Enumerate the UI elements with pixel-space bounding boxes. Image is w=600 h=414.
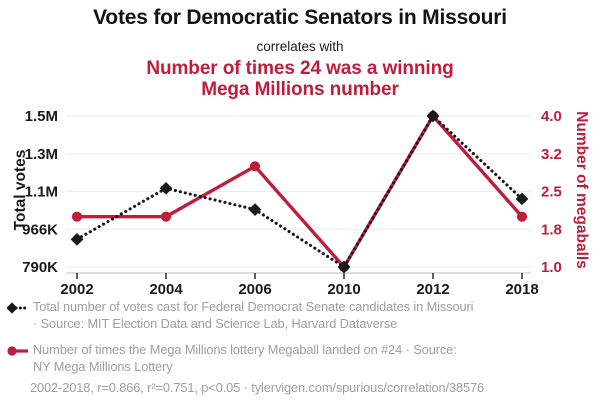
y-tick-label-left: 790K [22, 259, 58, 276]
line-chart-plot: 1.5M 4.0 1.3M 3.2 1.1M 2.5 966K 1.8 790K 1.0 2002 2… [22, 108, 562, 298]
votes-data-point [159, 181, 173, 195]
votes-series-line [75, 114, 524, 269]
x-tick-label: 2006 [238, 281, 271, 298]
megaballs-series-line [77, 114, 524, 269]
x-tick-label: 2018 [505, 281, 538, 298]
megaballs-data-point [71, 211, 83, 222]
x-tick-label: 2010 [327, 281, 360, 298]
y-tick-label-right: 3.2 [541, 146, 562, 163]
legend-megaballs-line2: NY Mega Millions Lottery [33, 358, 173, 374]
megaballs-data-point [160, 211, 172, 222]
legend-votes-line1: Total number of votes cast for Federal D… [33, 299, 474, 314]
y-axis-right-title: Number of megaballs [573, 111, 590, 269]
x-tick-label: 2002 [60, 281, 93, 298]
y-tick-label-right: 4.0 [541, 108, 562, 125]
votes-data-point [248, 203, 262, 216]
x-tick-label: 2004 [149, 281, 183, 298]
legend-votes-line2: · Source: MIT Election Data and Science … [33, 315, 398, 331]
legend-item-megaballs: Number of times the Mega Millions lotter… [7, 342, 593, 375]
megaballs-data-point [249, 161, 261, 172]
y-tick-label-left: 1.1M [25, 184, 58, 201]
megaballs-data-point [516, 211, 528, 222]
legend-item-megaballs-text: Number of times the Mega Millions lotter… [33, 342, 457, 375]
legend: Total number of votes cast for Federal D… [7, 299, 593, 385]
y-tick-label-left: 1.3M [25, 146, 58, 163]
y-tick-label-right: 2.5 [541, 184, 562, 201]
secondary-series-title: Number of times 24 was a winning Mega Mi… [0, 58, 600, 100]
votes-data-point [70, 232, 84, 246]
circle-solid-series-icon [7, 346, 28, 356]
x-tick-label: 2012 [416, 281, 449, 298]
secondary-series-title-line1: Number of times 24 was a winning [146, 58, 454, 79]
stats-footer: 2002-2018, r=0.866, r²=0.751, p<0.05 · t… [30, 380, 485, 395]
y-tick-label-left: 966K [22, 221, 58, 238]
y-tick-label-right: 1.0 [541, 259, 562, 276]
legend-megaballs-line1: Number of times the Mega Millions lotter… [33, 342, 457, 357]
votes-data-point [426, 109, 440, 123]
secondary-series-title-line2: Mega Millions number [201, 79, 399, 100]
legend-item-votes: Total number of votes cast for Federal D… [7, 299, 593, 332]
correlates-with-label: correlates with [256, 39, 344, 54]
legend-item-votes-text: Total number of votes cast for Federal D… [33, 299, 474, 332]
y-tick-label-right: 1.8 [541, 221, 562, 238]
votes-data-point [337, 260, 351, 274]
chart-title: Votes for Democratic Senators in Missour… [93, 6, 507, 29]
y-axis-left-title: Total votes [12, 149, 29, 231]
diamond-dotted-series-icon [7, 302, 29, 314]
y-tick-label-left: 1.5M [25, 108, 58, 125]
